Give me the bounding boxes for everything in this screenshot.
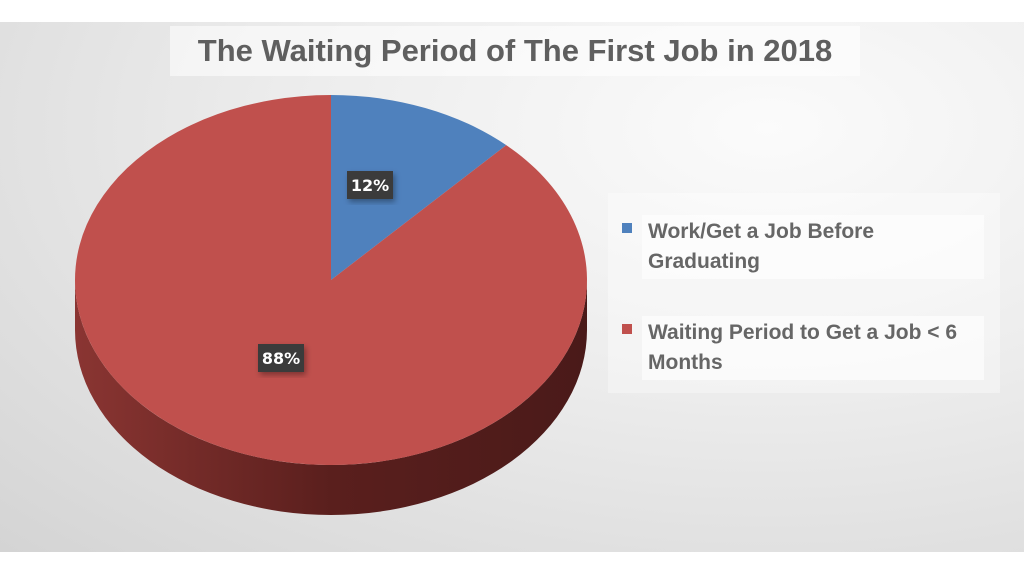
pie-slice-0 bbox=[331, 95, 507, 280]
data-label-0: 12% bbox=[351, 176, 389, 195]
data-label-box-1 bbox=[258, 344, 304, 372]
chart-title: The Waiting Period of The First Job in 2… bbox=[170, 26, 860, 76]
data-label-1: 88% bbox=[262, 349, 300, 368]
legend-swatch-blue bbox=[622, 223, 632, 233]
legend-item-0: Work/Get a Job Before Graduating bbox=[622, 215, 984, 279]
legend: Work/Get a Job Before Graduating Waiting… bbox=[608, 193, 1000, 393]
legend-swatch-red bbox=[622, 324, 632, 334]
data-label-box-0 bbox=[347, 171, 393, 199]
legend-item-1: Waiting Period to Get a Job < 6 Months bbox=[622, 316, 984, 380]
legend-label: Work/Get a Job Before Graduating bbox=[642, 215, 984, 279]
pie-slice-1 bbox=[74, 95, 587, 465]
pie-side-wall bbox=[75, 280, 587, 515]
legend-label: Waiting Period to Get a Job < 6 Months bbox=[642, 316, 984, 380]
